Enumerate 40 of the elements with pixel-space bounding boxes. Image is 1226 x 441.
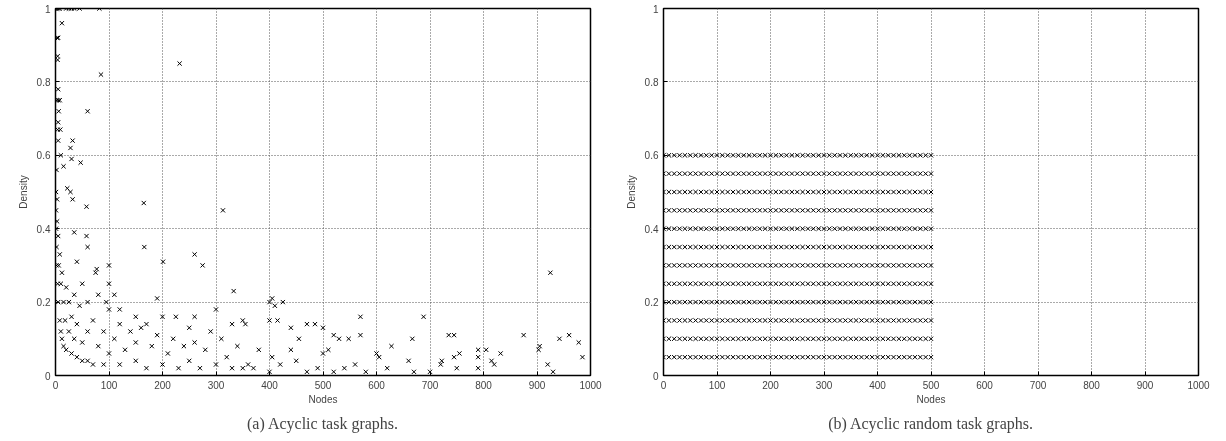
text: (b) Acyclic random task graphs. [828, 414, 1033, 433]
x-tick-label: 300 [815, 379, 833, 391]
x-tick-label: 600 [368, 379, 386, 391]
x-tick-label: 700 [421, 379, 439, 391]
x-tick-label: 500 [314, 379, 332, 391]
x-tick-label: 700 [1029, 379, 1047, 391]
y-tick-label: 0.4 [36, 223, 51, 235]
x-tick-label: 300 [207, 379, 225, 391]
x-tick-label: 400 [869, 379, 887, 391]
x-tick-label: 0 [660, 379, 667, 391]
y-tick-label: 0.2 [644, 297, 659, 309]
y-tick-label: 0.6 [644, 150, 659, 162]
x-tick-label: 800 [475, 379, 493, 391]
y-tick-label: 0.8 [644, 76, 659, 88]
y-tick-label: 0 [44, 370, 51, 382]
y-axis-title: Density [625, 175, 637, 209]
y-tick-label: 0.6 [36, 150, 51, 162]
text: (a) Acyclic task graphs. [247, 414, 399, 433]
x-tick-label: 200 [154, 379, 172, 391]
x-tick-label: 100 [708, 379, 726, 391]
y-tick-label: 0.8 [36, 76, 51, 88]
x-tick-label: 900 [528, 379, 546, 391]
y-tick-label: 0.2 [36, 297, 51, 309]
y-tick-label: 0 [652, 370, 659, 382]
y-tick-label: 0.4 [644, 223, 659, 235]
x-tick-label: 500 [922, 379, 940, 391]
x-axis-title: Nodes [916, 393, 946, 405]
x-tick-label: 0 [52, 379, 59, 391]
x-tick-label: 200 [762, 379, 780, 391]
x-tick-label: 100 [100, 379, 118, 391]
x-tick-label: 600 [976, 379, 994, 391]
x-tick-label: 1000 [579, 379, 603, 391]
y-axis-title: Density [17, 175, 29, 209]
x-tick-label: 1000 [1187, 379, 1211, 391]
x-tick-label: 400 [261, 379, 279, 391]
x-tick-label: 800 [1083, 379, 1101, 391]
x-axis-title: Nodes [308, 393, 338, 405]
y-tick-label: 1 [44, 3, 51, 15]
x-tick-label: 900 [1136, 379, 1154, 391]
y-tick-label: 1 [652, 3, 659, 15]
